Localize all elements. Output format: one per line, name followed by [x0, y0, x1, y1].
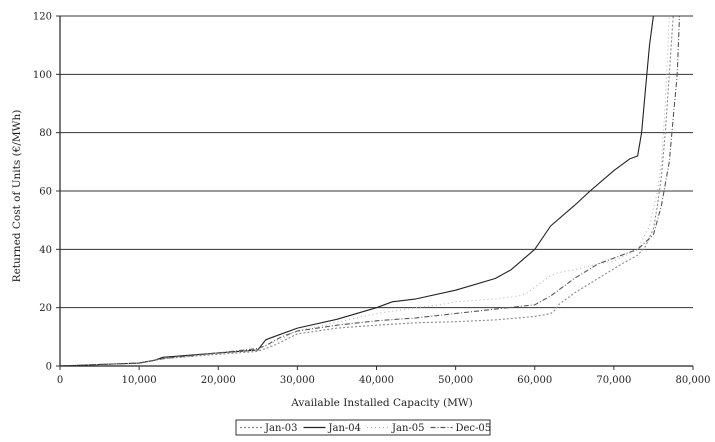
legend-label: Jan-03 [264, 423, 298, 434]
y-tick-label: 20 [39, 303, 52, 314]
y-tick-label: 60 [39, 187, 52, 198]
y-tick-label: 120 [33, 12, 52, 23]
y-tick-label: 100 [33, 70, 52, 81]
series-line-jan-04 [59, 15, 654, 367]
x-axis-title: Available Installed Capacity (MW) [290, 397, 472, 409]
legend-box [235, 419, 491, 436]
y-tick-label: 80 [39, 128, 52, 139]
y-axis-ticks: 0 20 40 60 80 100 120 [33, 12, 60, 373]
x-tick-label: 70,000 [596, 375, 631, 386]
series-line-dec-05 [59, 15, 681, 367]
series-line-jan-03 [59, 15, 674, 367]
x-axis-ticks: 0 10,000 20,000 30,000 40,000 50,000 60,000 70,… [57, 366, 711, 386]
x-tick-label: 80,000 [676, 375, 711, 386]
x-tick-label: 30,000 [280, 375, 315, 386]
y-tick-label: 0 [46, 362, 52, 373]
x-tick-label: 20,000 [201, 375, 236, 386]
legend: Jan-03 Jan-04 Jan-05 Dec-05 [235, 419, 492, 436]
x-tick-label: 0 [57, 375, 63, 386]
x-tick-label: 50,000 [438, 375, 473, 386]
legend-label: Jan-04 [328, 423, 362, 434]
series-line-jan-05 [59, 15, 670, 367]
y-axis-title: Returned Cost of Units (€/MWh) [11, 110, 23, 283]
x-tick-label: 10,000 [122, 375, 157, 386]
legend-label: Jan-05 [391, 423, 425, 434]
legend-label: Dec-05 [456, 423, 492, 434]
x-tick-label: 60,000 [517, 375, 552, 386]
y-tick-label: 40 [39, 245, 52, 256]
x-tick-label: 40,000 [359, 375, 394, 386]
series-lines [59, 15, 681, 367]
gridlines [60, 15, 693, 309]
